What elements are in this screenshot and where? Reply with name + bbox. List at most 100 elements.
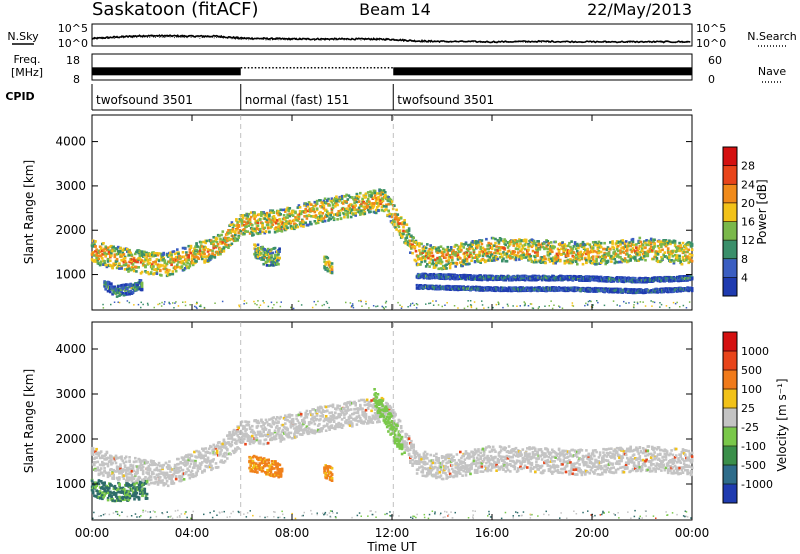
scatter-pixel: [227, 246, 230, 249]
scatter-pixel: [504, 243, 507, 247]
scatter-pixel: [435, 263, 438, 267]
scatter-pixel: [634, 276, 637, 280]
scatter-pixel: [278, 250, 281, 253]
scatter-pixel: [664, 239, 668, 242]
scatter-pixel: [284, 210, 287, 213]
scatter-pixel: [187, 256, 190, 259]
scatter-pixel: [394, 226, 397, 229]
scatter-pixel: [110, 303, 112, 306]
scatter-pixel: [414, 259, 418, 263]
scatter-pixel: [115, 259, 119, 263]
scatter-pixel: [319, 199, 322, 202]
scatter-pixel: [688, 256, 692, 259]
scatter-pixel: [184, 304, 187, 307]
scatter-pixel: [660, 303, 663, 306]
scatter-pixel: [294, 210, 297, 214]
scatter-pixel: [399, 304, 401, 306]
scatter-pixel: [235, 218, 238, 221]
scatter-pixel: [534, 258, 537, 262]
scatter-pixel: [451, 259, 454, 262]
scatter-pixel: [168, 254, 171, 257]
scatter-pixel: [157, 303, 159, 306]
scatter-pixel: [255, 253, 259, 257]
scatter-pixel: [243, 300, 246, 302]
scatter-pixel: [110, 244, 113, 248]
scatter-pixel: [338, 213, 342, 217]
scatter-pixel: [220, 233, 223, 237]
scatter-pixel: [234, 233, 237, 237]
scatter-pixel: [249, 215, 253, 219]
scatter-pixel: [282, 225, 286, 228]
scatter-pixel: [259, 230, 262, 233]
scatter-pixel: [547, 242, 551, 245]
scatter-pixel: [382, 306, 385, 309]
scatter-pixel: [475, 307, 478, 310]
scatter-pixel: [635, 243, 638, 246]
scatter-pixel: [203, 306, 206, 309]
scatter-pixel: [289, 225, 293, 228]
scatter-pixel: [563, 259, 567, 263]
scatter-pixel: [274, 221, 278, 225]
scatter-pixel: [649, 245, 653, 248]
scatter-pixel: [591, 255, 595, 258]
scatter-pixel: [572, 305, 575, 307]
scatter-pixel: [95, 248, 98, 251]
scatter-pixel: [496, 248, 500, 252]
scatter-pixel: [265, 264, 269, 267]
scatter-pixel: [188, 248, 192, 251]
scatter-pixel: [155, 258, 159, 261]
scatter-pixel: [263, 226, 267, 230]
scatter-pixel: [103, 261, 106, 265]
scatter-pixel: [673, 239, 677, 243]
scatter-pixel: [389, 202, 393, 206]
scatter-pixel: [564, 244, 568, 248]
scatter-pixel: [582, 246, 586, 250]
scatter-pixel: [629, 248, 632, 252]
scatter-pixel: [502, 239, 505, 243]
scatter-pixel: [522, 253, 526, 257]
scatter-pixel: [253, 211, 256, 215]
scatter-pixel: [286, 226, 289, 230]
scatter-pixel: [261, 245, 264, 249]
scatter-pixel: [529, 303, 532, 305]
scatter-pixel: [136, 260, 139, 264]
scatter-pixel: [641, 278, 645, 281]
scatter-pixel: [418, 249, 421, 252]
scatter-pixel: [471, 256, 475, 260]
scatter-pixel: [98, 250, 102, 254]
scatter-pixel: [153, 272, 156, 275]
scatter-pixel: [249, 211, 253, 214]
scatter-pixel: [260, 211, 263, 214]
scatter-pixel: [321, 220, 325, 223]
scatter-pixel: [670, 252, 673, 256]
scatter-pixel: [644, 241, 647, 245]
scatter-pixel: [543, 255, 546, 258]
scatter-pixel: [346, 215, 350, 219]
scatter-pixel: [315, 202, 319, 205]
scatter-pixel: [523, 247, 527, 251]
scatter-pixel: [379, 189, 382, 192]
scatter-pixel: [445, 267, 448, 270]
scatter-pixel: [409, 251, 412, 254]
scatter-pixel: [148, 261, 152, 265]
scatter-pixel: [587, 253, 590, 257]
scatter-pixel: [322, 207, 326, 210]
scatter-pixel: [645, 239, 648, 242]
scatter-pixel: [679, 244, 682, 247]
scatter-pixel: [234, 236, 237, 240]
scatter-pixel: [195, 248, 198, 252]
scatter-pixel: [485, 237, 488, 241]
scatter-pixel: [97, 257, 101, 261]
scatter-pixel: [589, 275, 593, 279]
scatter-pixel: [646, 252, 650, 256]
scatter-pixel: [145, 253, 148, 256]
scatter-pixel: [686, 279, 689, 282]
cpid-segment-label: normal (fast) 151: [245, 93, 349, 107]
scatter-pixel: [473, 260, 477, 264]
scatter-pixel: [660, 245, 663, 248]
scatter-pixel: [127, 283, 130, 287]
scatter-pixel: [354, 204, 357, 207]
scatter-pixel: [486, 254, 489, 258]
scatter-pixel: [105, 248, 109, 252]
scatter-pixel: [332, 217, 336, 220]
